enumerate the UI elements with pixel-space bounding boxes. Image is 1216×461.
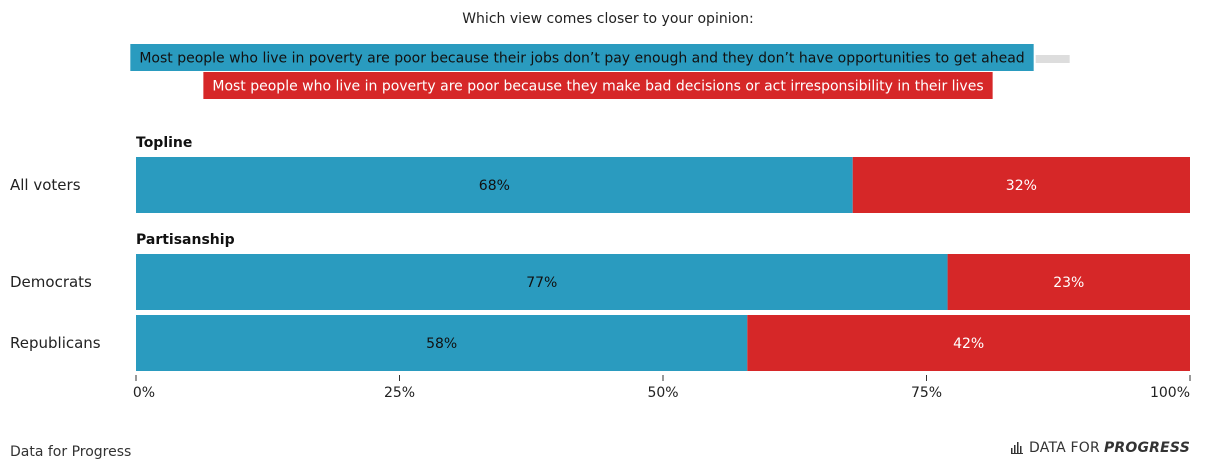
data-label: 77% [526, 275, 557, 291]
brand-light-text: DATA FOR [1029, 440, 1100, 456]
row-label: Democrats [10, 273, 92, 291]
bar-segment [947, 254, 1190, 310]
bar-groups: Topline All voters 68% 32% Partisanship Democ… [10, 135, 1190, 371]
tick-label: 100% [1150, 385, 1190, 401]
bar-segment [136, 254, 948, 310]
chart-question: Which view comes closer to your opinion: [462, 11, 754, 27]
data-label: 42% [953, 336, 984, 352]
row-label: Republicans [10, 334, 101, 352]
source-credit: Data for Progress [10, 444, 132, 460]
bar-chart-icon [1011, 442, 1024, 454]
legend-swatch-1 [130, 44, 1034, 71]
bar-segment [136, 315, 748, 371]
group-header: Topline [136, 135, 192, 151]
chart-svg: Which view comes closer to your opinion:… [10, 11, 1191, 401]
legend-marker [1035, 55, 1070, 63]
brand-logo: DATA FOR PROGRESS [1011, 440, 1190, 456]
legend-swatch-2 [203, 72, 993, 99]
tick-label: 25% [384, 385, 415, 401]
x-axis: 0% 25% 50% 75% 100% [133, 375, 1191, 401]
brand-bold-text: PROGRESS [1103, 440, 1190, 456]
legend: Most people who live in poverty are poor… [130, 44, 1070, 99]
row-label: All voters [10, 176, 81, 194]
tick-label: 0% [133, 385, 155, 401]
bar-segment [747, 315, 1190, 371]
data-label: 68% [479, 178, 510, 194]
group-header: Partisanship [136, 232, 235, 248]
bar-segment [852, 157, 1190, 213]
tick-label: 50% [647, 385, 678, 401]
data-label: 58% [426, 336, 457, 352]
tick-label: 75% [911, 385, 942, 401]
data-label: 32% [1006, 178, 1037, 194]
data-label: 23% [1053, 275, 1084, 291]
legend-label-1: Most people who live in poverty are poor… [139, 51, 1024, 67]
bar-segment [136, 157, 853, 213]
legend-label-2: Most people who live in poverty are poor… [212, 79, 983, 95]
